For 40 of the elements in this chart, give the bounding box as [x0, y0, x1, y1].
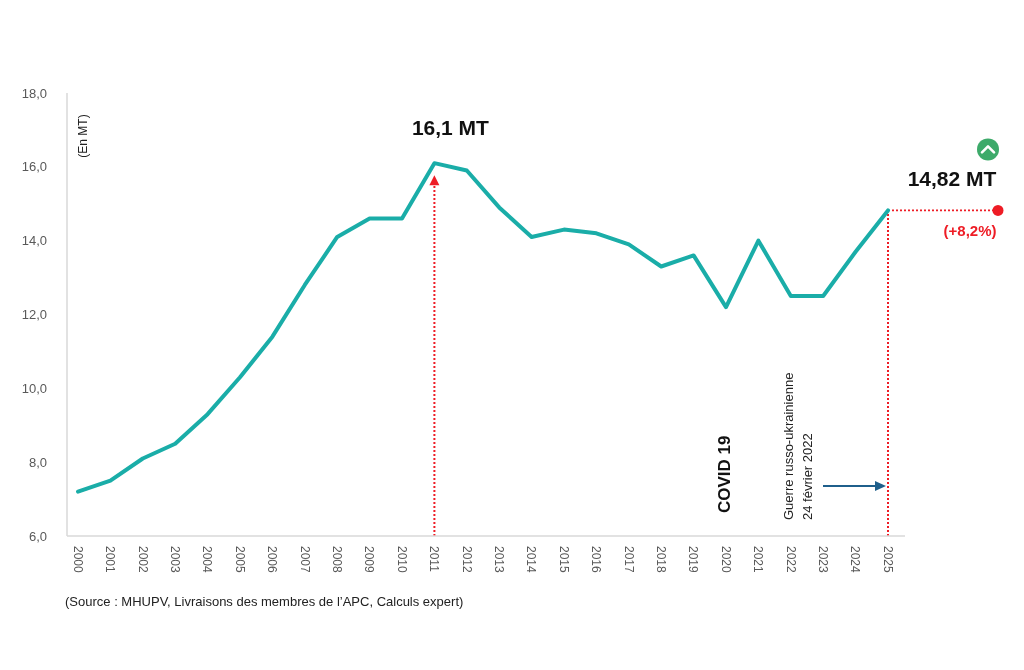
x-tick-label: 2006	[265, 546, 280, 574]
y-tick-label: 16,0	[21, 159, 47, 175]
x-tick-label: 2015	[556, 546, 571, 574]
x-tick-label: 2009	[362, 546, 377, 574]
x-tick-label: 2022	[783, 546, 798, 574]
x-tick-label: 2011	[427, 546, 442, 573]
x-tick-label: 2004	[200, 546, 215, 574]
y-tick-label: 6,0	[28, 528, 47, 544]
x-tick-label: 2023	[816, 546, 830, 574]
y-tick-label: 10,0	[21, 380, 47, 396]
x-tick-label: 2008	[330, 546, 344, 574]
x-tick-label: 2013	[492, 546, 506, 574]
x-tick-label: 2007	[297, 546, 312, 574]
x-tick-label: 2024	[848, 546, 863, 574]
x-tick-label: 2019	[686, 546, 701, 574]
annotation: 16,1 MT	[411, 115, 490, 139]
annotation: Guerre russo-ukrainienne 24 février 2022	[781, 372, 815, 520]
x-tick-label: 2014	[524, 546, 539, 574]
x-tick-label: 2002	[135, 546, 150, 574]
y-tick-label: 18,0	[21, 85, 47, 101]
x-tick-label: 2017	[621, 546, 636, 574]
x-tick-label: 2016	[589, 546, 604, 574]
annotation: (+8,2%)	[943, 222, 997, 240]
x-tick-label: 2021	[751, 546, 766, 574]
text: (Source : MHUPV, Livraisons des membres de l’APC, Calculs expert)	[65, 594, 464, 609]
x-tick-label: 2020	[718, 546, 733, 574]
x-tick-label: 2010	[394, 546, 409, 574]
y-tick-label: 14,0	[21, 233, 47, 249]
y-tick-label: 12,0	[21, 307, 47, 323]
annotation: 14,82 MT	[907, 166, 997, 190]
x-tick-label: 2025	[880, 546, 895, 574]
y-axis-title: (En MT)	[76, 114, 90, 158]
x-tick-label: 2000	[70, 546, 85, 574]
y-tick-label: 8,0	[28, 454, 47, 470]
x-tick-label: 2005	[232, 546, 247, 574]
x-tick-label: 2001	[103, 546, 118, 574]
annotation: COVID 19	[715, 435, 734, 513]
x-tick-label: 2012	[459, 546, 474, 574]
x-tick-label: 2003	[168, 546, 182, 574]
x-tick-label: 2018	[654, 546, 668, 574]
